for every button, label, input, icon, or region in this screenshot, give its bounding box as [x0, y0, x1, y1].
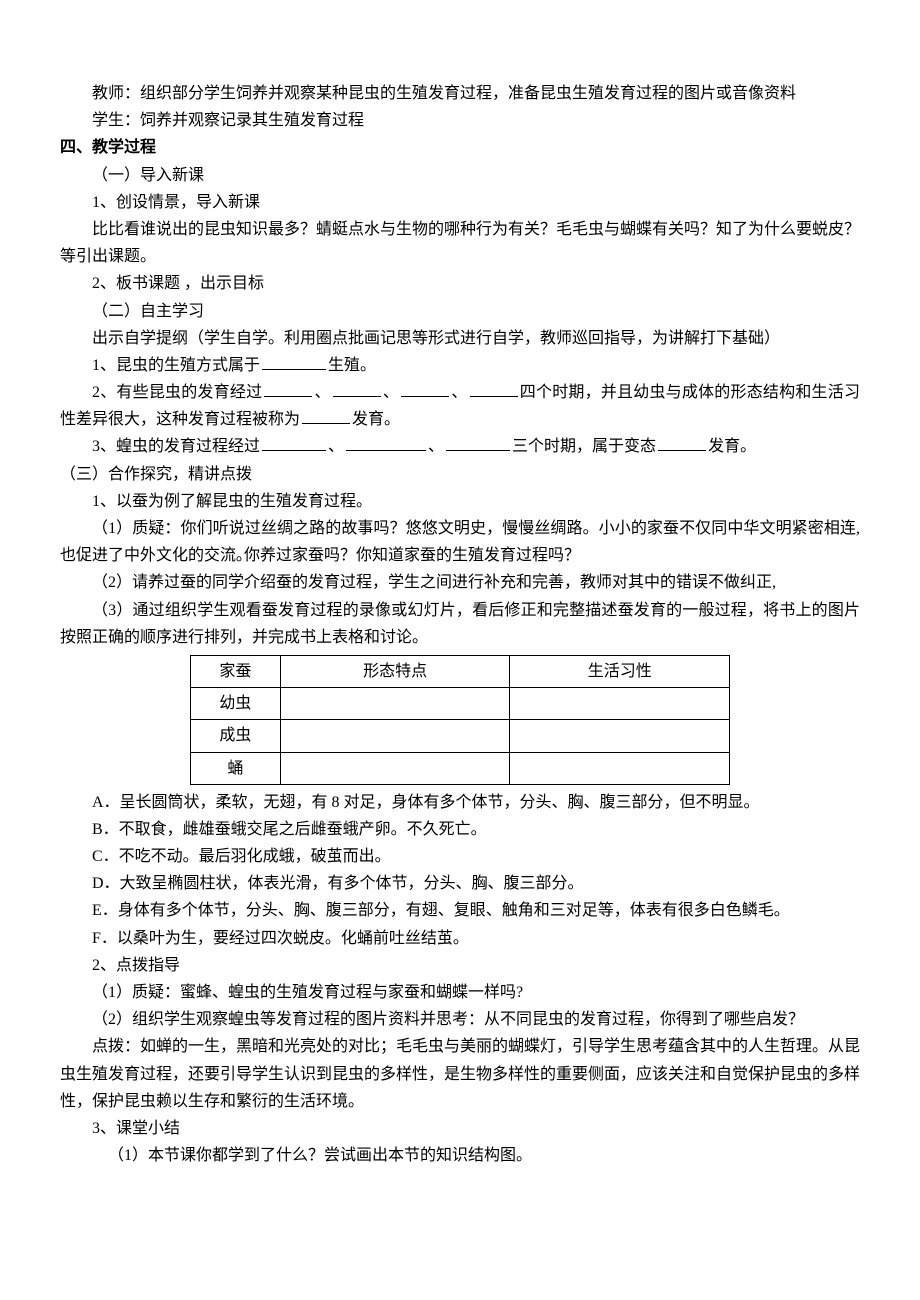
item-3-1-1: （1）质疑：你们听说过丝绸之路的故事吗？悠悠文明史，慢慢丝绸路。小小的家蚕不仅同…: [60, 515, 860, 569]
q2-blank-4[interactable]: [470, 381, 518, 397]
table-row: 幼虫: [191, 688, 730, 720]
q3-blank-4[interactable]: [658, 435, 706, 451]
table-row: 蛹: [191, 752, 730, 784]
table-header-3: 生活习性: [510, 655, 730, 687]
item-3-2: 2、点拨指导: [60, 952, 860, 979]
subsection-1-title: （一）导入新课: [60, 162, 860, 189]
table-header-row: 家蚕 形态特点 生活习性: [191, 655, 730, 687]
item-3-2-2: （2）组织学生观察蝗虫等发育过程的图片资料并思考：从不同昆虫的发育过程，你得到了…: [60, 1006, 860, 1033]
option-e: E．身体有多个体节，分头、胸、腹三部分，有翅、复眼、触角和三对足等，体表有很多白…: [60, 897, 860, 924]
option-f: F．以桑叶为生，要经过四次蜕皮。化蛹前吐丝结茧。: [60, 925, 860, 952]
table-cell[interactable]: [510, 720, 730, 752]
table-cell[interactable]: [280, 720, 510, 752]
q3-post1: 三个时期，属于变态: [512, 438, 656, 455]
subsection-2-title: （二）自主学习: [60, 298, 860, 325]
subsection-2-intro: 出示自学提纲（学生自学。利用圈点批画记思等形式进行自学，教师巡回指导，为讲解打下…: [60, 325, 860, 352]
q3-pre: 3、蝗虫的发育过程经过: [92, 438, 260, 455]
q2-post2: 发育。: [352, 411, 400, 428]
question-1: 1、昆虫的生殖方式属于 生殖。: [60, 352, 860, 379]
q2-pre: 2、有些昆虫的发育经过: [92, 384, 262, 401]
q3-blank-2[interactable]: [346, 435, 426, 451]
q1-pre: 1、昆虫的生殖方式属于: [92, 357, 260, 374]
item-3-3: 3、课堂小结: [60, 1115, 860, 1142]
q2-blank-5[interactable]: [302, 408, 350, 424]
item-1-1-text: 比比看谁说出的昆虫知识最多？蜻蜓点水与生物的哪种行为有关？毛毛虫与蝴蝶有关吗？知…: [60, 216, 860, 270]
option-c: C．不吃不动。最后羽化成蛾，破茧而出。: [60, 843, 860, 870]
item-1-2: 2、板书课题 ，出示目标: [60, 270, 860, 297]
question-2: 2、有些昆虫的发育经过、、、四个时期，并且幼虫与成体的形态结构和生活习性差异很大…: [60, 379, 860, 433]
table-row: 成虫: [191, 720, 730, 752]
item-3-1-2: （2）请养过蚕的同学介绍蚕的发育过程，学生之间进行补充和完善，教师对其中的错误不…: [60, 569, 860, 596]
silkworm-table: 家蚕 形态特点 生活习性 幼虫 成虫 蛹: [190, 655, 730, 785]
option-d: D．大致呈椭圆柱状，体表光滑，有多个体节，分头、胸、腹三部分。: [60, 870, 860, 897]
q2-blank-3[interactable]: [401, 381, 449, 397]
table-cell[interactable]: [510, 752, 730, 784]
table-cell[interactable]: [280, 688, 510, 720]
table-cell: 幼虫: [191, 688, 281, 720]
option-b: B．不取食，雌雄蚕蛾交尾之后雌蚕蛾产卵。不久死亡。: [60, 816, 860, 843]
q2-blank-2[interactable]: [333, 381, 381, 397]
table-cell[interactable]: [280, 752, 510, 784]
item-1-1: 1、创设情景，导入新课: [60, 189, 860, 216]
item-3-dianbo: 点拨：如蝉的一生，黑暗和光亮处的对比；毛毛虫与美丽的蝴蝶灯，引导学生思考蕴含其中…: [60, 1033, 860, 1115]
q3-blank-3[interactable]: [446, 435, 510, 451]
q3-sep2: 、: [428, 438, 444, 455]
item-3-1-3: （3）通过组织学生观看蚕发育过程的录像或幻灯片，看后修正和完整描述蚕发育的一般过…: [60, 597, 860, 651]
q3-sep1: 、: [328, 438, 344, 455]
item-3-2-1: （1）质疑：蜜蜂、蝗虫的生殖发育过程与家蚕和蝴蝶一样吗?: [60, 979, 860, 1006]
q3-post2: 发育。: [708, 438, 756, 455]
option-a: A．呈长圆筒状，柔软，无翅，有 8 对足，身体有多个体节，分头、胸、腹三部分，但…: [60, 789, 860, 816]
q2-sep1: 、: [314, 384, 330, 401]
section-heading-4: 四、教学过程: [60, 134, 860, 161]
item-3-3-1: （1）本节课你都学到了什么？尝试画出本节的知识结构图。: [60, 1142, 860, 1169]
table-cell[interactable]: [510, 688, 730, 720]
item-3-1: 1、以蚕为例了解昆虫的生殖发育过程。: [60, 488, 860, 515]
table-header-1: 家蚕: [191, 655, 281, 687]
q1-post: 生殖。: [328, 357, 376, 374]
q1-blank[interactable]: [262, 354, 326, 370]
table-header-2: 形态特点: [280, 655, 510, 687]
q2-blank-1[interactable]: [264, 381, 312, 397]
subsection-3-title: （三）合作探究，精讲点拨: [60, 461, 860, 488]
q3-blank-1[interactable]: [262, 435, 326, 451]
question-3: 3、蝗虫的发育过程经过 、 、 三个时期，属于变态 发育。: [60, 433, 860, 460]
student-prep-text: 学生：饲养并观察记录其生殖发育过程: [60, 107, 860, 134]
q2-sep2: 、: [383, 384, 399, 401]
q2-sep3: 、: [451, 384, 467, 401]
table-cell: 蛹: [191, 752, 281, 784]
table-cell: 成虫: [191, 720, 281, 752]
teacher-prep-text: 教师：组织部分学生饲养并观察某种昆虫的生殖发育过程，准备昆虫生殖发育过程的图片或…: [60, 80, 860, 107]
